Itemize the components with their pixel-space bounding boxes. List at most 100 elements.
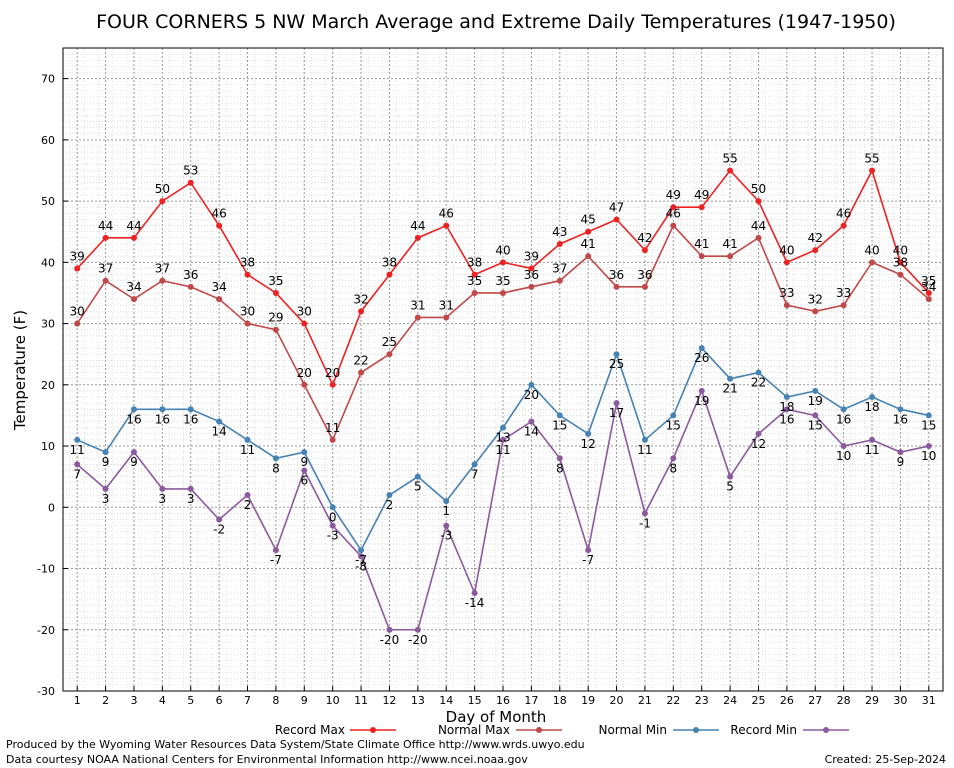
data-label: 7 — [73, 467, 81, 481]
data-label: 6 — [300, 474, 308, 488]
data-point — [74, 265, 81, 272]
data-point — [74, 436, 81, 443]
data-label: 41 — [581, 237, 596, 251]
data-point — [471, 271, 478, 278]
x-tick-label: 7 — [244, 694, 251, 707]
data-point — [74, 320, 81, 327]
data-point — [897, 259, 904, 266]
data-label: 42 — [637, 231, 652, 245]
data-point — [272, 455, 279, 462]
data-label: 44 — [751, 219, 766, 233]
data-point — [755, 234, 762, 241]
data-point — [556, 277, 563, 284]
chart-title: FOUR CORNERS 5 NW March Average and Extr… — [96, 11, 896, 33]
data-label: -8 — [355, 559, 367, 573]
data-point — [840, 222, 847, 229]
legend-label: Record Max — [275, 723, 345, 737]
data-point — [783, 406, 790, 413]
data-label: 36 — [609, 268, 624, 282]
data-point — [414, 234, 421, 241]
x-tick-label: 3 — [130, 694, 137, 707]
data-point — [102, 277, 109, 284]
data-point — [358, 553, 365, 560]
data-label: 9 — [130, 455, 138, 469]
data-point — [727, 375, 734, 382]
data-label: 46 — [666, 207, 681, 221]
data-label: 15 — [808, 418, 823, 432]
data-point — [471, 289, 478, 296]
data-point — [585, 430, 592, 437]
legend-swatch-marker — [823, 727, 829, 733]
data-label: 17 — [609, 406, 624, 420]
data-label: -7 — [582, 553, 594, 567]
data-label: 0 — [329, 510, 337, 524]
data-point — [897, 406, 904, 413]
data-label: 14 — [211, 425, 226, 439]
data-label: 5 — [726, 480, 734, 494]
x-tick-label: 27 — [808, 694, 822, 707]
data-label: 40 — [864, 243, 879, 257]
data-point — [869, 436, 876, 443]
data-point — [159, 198, 166, 205]
data-label: 32 — [808, 292, 823, 306]
x-tick-label: 25 — [751, 694, 765, 707]
data-label: 38 — [467, 256, 482, 270]
data-point — [414, 626, 421, 633]
data-label: 35 — [467, 274, 482, 288]
data-point — [698, 204, 705, 211]
data-point — [670, 455, 677, 462]
x-tick-label: 12 — [382, 694, 396, 707]
data-point — [414, 314, 421, 321]
data-label: 30 — [70, 305, 85, 319]
x-tick-label: 30 — [893, 694, 907, 707]
data-point — [244, 271, 251, 278]
data-label: -2 — [213, 523, 225, 537]
data-label: 35 — [495, 274, 510, 288]
data-label: 10 — [921, 449, 936, 463]
data-label: 15 — [666, 418, 681, 432]
data-point — [925, 412, 932, 419]
data-point — [272, 547, 279, 554]
data-label: 37 — [98, 262, 113, 276]
x-tick-label: 26 — [780, 694, 794, 707]
x-tick-label: 20 — [610, 694, 624, 707]
data-label: 50 — [751, 182, 766, 196]
data-point — [386, 271, 393, 278]
data-point — [783, 394, 790, 401]
data-point — [414, 473, 421, 480]
data-label: 15 — [921, 418, 936, 432]
data-label: 31 — [439, 298, 454, 312]
data-label: 1 — [442, 504, 450, 518]
data-point — [613, 400, 620, 407]
data-point — [301, 320, 308, 327]
data-label: 35 — [921, 274, 936, 288]
legend-swatch-marker — [693, 727, 699, 733]
data-point — [641, 510, 648, 517]
data-label: 36 — [183, 268, 198, 282]
data-label: 12 — [581, 437, 596, 451]
data-label: 25 — [382, 335, 397, 349]
x-tick-label: 1 — [74, 694, 81, 707]
data-point — [130, 296, 137, 303]
data-label: 8 — [556, 461, 564, 475]
data-point — [897, 271, 904, 278]
data-point — [812, 412, 819, 419]
series-lines — [74, 167, 932, 633]
y-axis-title: Temperature (F) — [11, 310, 29, 431]
x-tick-label: 19 — [581, 694, 595, 707]
data-label: 33 — [836, 286, 851, 300]
data-point — [698, 345, 705, 352]
data-label: 9 — [300, 455, 308, 469]
data-label: 2 — [386, 498, 394, 512]
data-point — [727, 167, 734, 174]
data-point — [443, 498, 450, 505]
data-label: 13 — [495, 431, 510, 445]
data-point — [244, 492, 251, 499]
data-point — [755, 369, 762, 376]
data-point — [755, 430, 762, 437]
data-point — [301, 467, 308, 474]
data-point — [301, 381, 308, 388]
data-point — [698, 387, 705, 394]
data-label: 44 — [126, 219, 141, 233]
x-tick-label: 15 — [468, 694, 482, 707]
